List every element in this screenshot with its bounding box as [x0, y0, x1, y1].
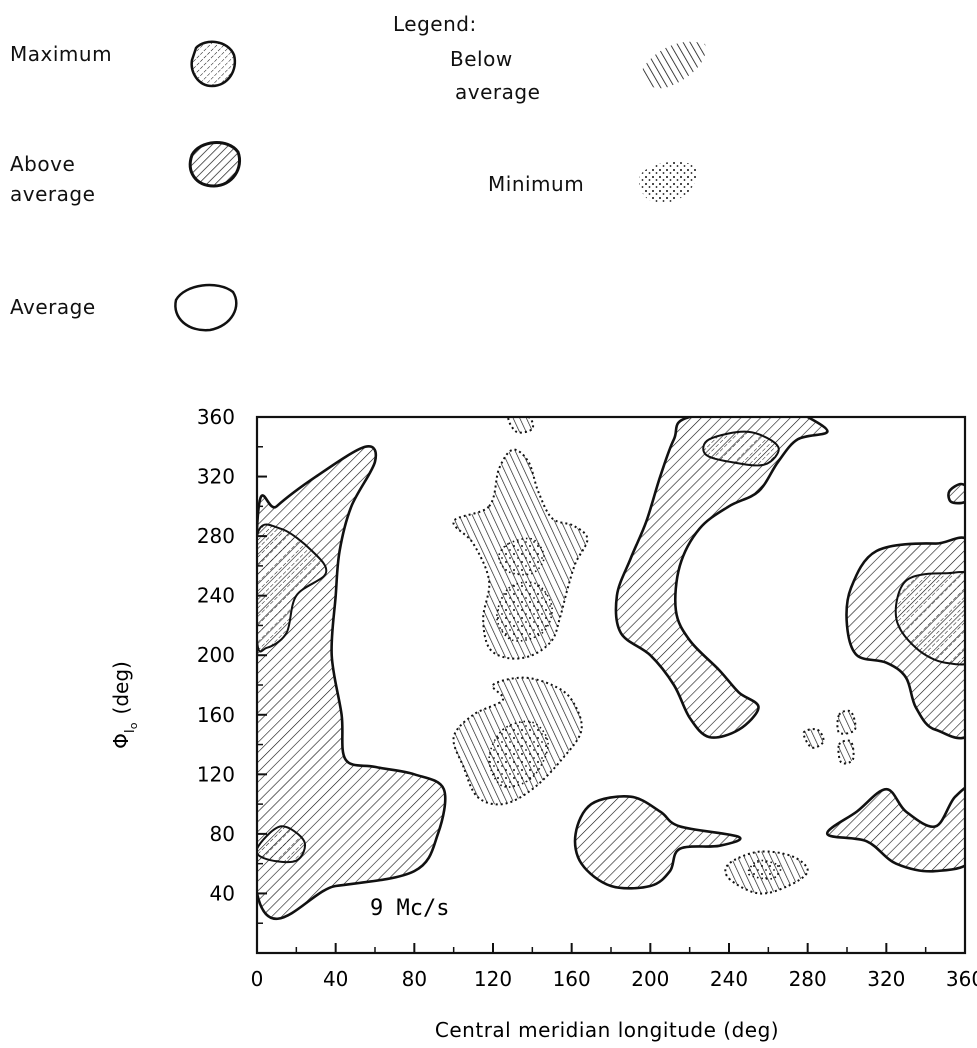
x-axis-label: Central meridian longitude (deg): [435, 1018, 779, 1042]
region-b-min-upper1: [498, 537, 545, 576]
x-tick-label: 0: [251, 967, 264, 991]
region-h-below-2: [836, 709, 857, 735]
region-b-top-edge: [507, 417, 535, 434]
region-a-max-bottom: [257, 825, 306, 864]
region-e-above: [573, 795, 742, 890]
legend-label-maximum: Maximum: [10, 42, 113, 66]
legend-label-below-line2: average: [455, 80, 541, 104]
legend-title: Legend:: [393, 12, 477, 36]
legend-swatch-maximum: [190, 40, 237, 88]
legend-label-above-line2: average: [10, 182, 96, 206]
x-tick-label: 80: [402, 967, 427, 991]
x-tick-label: 360: [946, 967, 977, 991]
y-axis-label-unit: (deg): [109, 661, 133, 714]
region-c-above: [614, 417, 829, 739]
x-tick-label: 240: [710, 967, 748, 991]
contour-regions: [257, 417, 965, 921]
y-axis-label: ΦIo (deg): [109, 661, 140, 749]
region-g-min: [747, 859, 782, 880]
legend-swatch-above: [188, 141, 241, 188]
y-tick-label: 160: [197, 703, 235, 727]
y-tick-label: 80: [210, 822, 235, 846]
region-f-above: [826, 786, 965, 873]
y-tick-label: 200: [197, 643, 235, 667]
x-tick-label: 40: [323, 967, 348, 991]
y-tick-label: 120: [197, 762, 235, 786]
x-tick-label: 280: [789, 967, 827, 991]
x-tick-label: 120: [474, 967, 512, 991]
legend-label-above-line1: Above: [10, 152, 76, 176]
y-axis-label-symbol: Φ: [109, 733, 133, 749]
y-tick-label: 320: [197, 465, 235, 489]
y-tick-label: 360: [197, 405, 235, 429]
legend-swatch-average: [174, 283, 238, 332]
x-tick-label: 160: [553, 967, 591, 991]
x-tick-label: 200: [631, 967, 669, 991]
legend-swatch-minimum: [639, 161, 697, 204]
chart-annotation: 9 Mc/s: [370, 896, 449, 921]
legend-label-minimum: Minimum: [488, 172, 585, 196]
region-h-below-3: [837, 739, 855, 765]
legend-swatches: [174, 40, 706, 332]
svg-text:ΦIo(deg): ΦIo (deg): [109, 661, 140, 749]
region-h-below-1: [802, 728, 825, 749]
legend-label-average: Average: [10, 295, 96, 319]
region-b-min-lower: [488, 720, 549, 788]
y-axis-label-sub: I: [123, 729, 138, 733]
y-axis-label-subsub: o: [127, 722, 140, 729]
y-tick-label: 40: [210, 881, 235, 905]
y-tick-label: 240: [197, 584, 235, 608]
region-c-max: [702, 430, 780, 467]
legend-swatch-below: [642, 41, 706, 89]
region-b-min-upper2: [496, 581, 553, 642]
region-d-small: [947, 482, 965, 505]
legend-label-below-line1: Below: [450, 47, 513, 71]
y-tick-label: 280: [197, 524, 235, 548]
chart-axes: 0 40 80 120 160 200 240 280 320 360 40 80 120 160 200 2…: [197, 405, 977, 991]
x-tick-label: 320: [867, 967, 905, 991]
